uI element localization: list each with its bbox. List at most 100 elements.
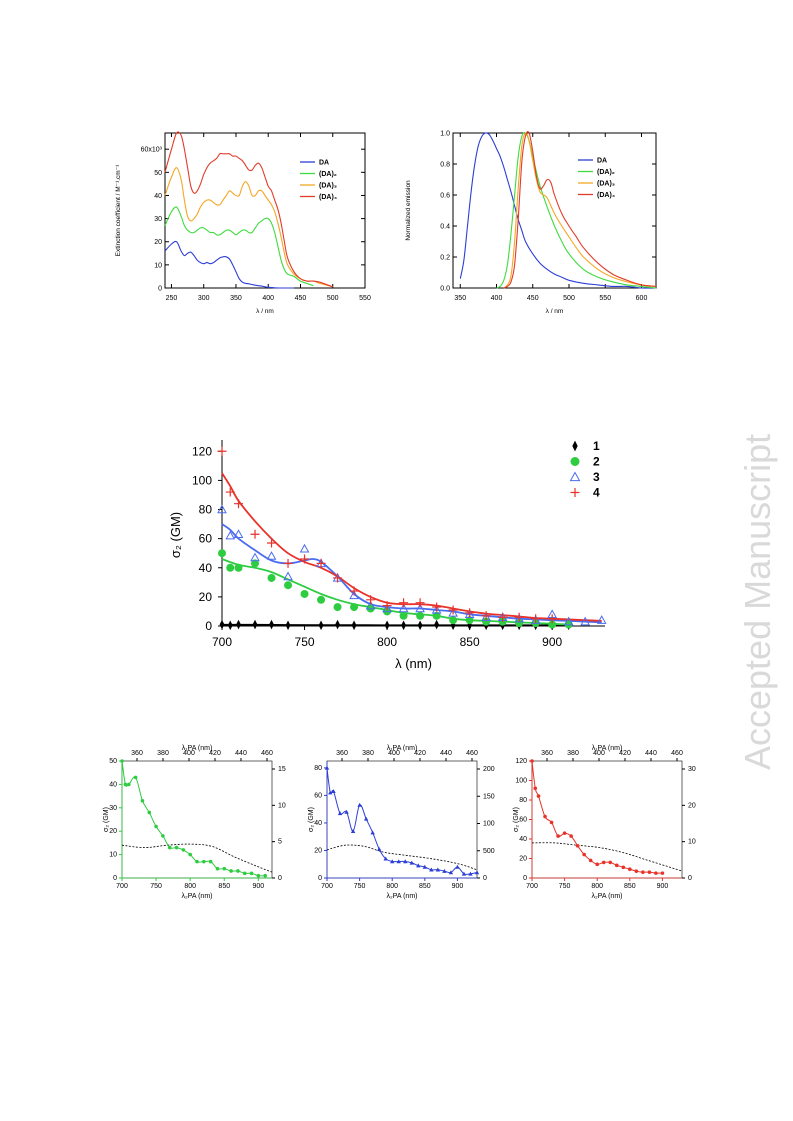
x-tick-label: 500 bbox=[327, 295, 339, 302]
x-axis-label: λ₂PA (nm) bbox=[182, 893, 213, 900]
y-tick-label: 40 bbox=[314, 820, 322, 827]
data-point-2 bbox=[317, 595, 326, 604]
data-point-2 bbox=[251, 559, 260, 568]
data-point-3 bbox=[563, 616, 574, 626]
data-point bbox=[448, 870, 454, 875]
data-point-1 bbox=[227, 620, 233, 631]
right-tick-label: 500 bbox=[483, 848, 495, 855]
data-point-3 bbox=[299, 543, 310, 553]
data-point-3 bbox=[580, 616, 591, 626]
tpa-chart: 700 750 800 850 900 0 20 40 60 80 100 120 λ (nm) σ₂ (… bbox=[168, 439, 607, 671]
data-point-2 bbox=[548, 620, 557, 629]
data-point bbox=[147, 810, 152, 815]
y-tick-label: 0 bbox=[205, 619, 212, 633]
right-tick-label: 200 bbox=[483, 766, 495, 773]
y-tick-label: 80 bbox=[199, 503, 213, 517]
y-axis-label: Extinction coefficient / M⁻¹.cm⁻¹ bbox=[115, 164, 122, 256]
data-point-2 bbox=[333, 603, 342, 612]
data-point bbox=[242, 871, 247, 876]
data-point-3 bbox=[415, 603, 425, 613]
x-tick-label: 700 bbox=[321, 883, 333, 890]
data-point bbox=[409, 860, 414, 865]
top-tick-label: 360 bbox=[131, 750, 143, 757]
top-tick-label: 420 bbox=[209, 750, 221, 757]
x-tick-label: 750 bbox=[354, 883, 366, 890]
right-tick-label: 0 bbox=[688, 875, 692, 882]
data-point bbox=[376, 846, 382, 851]
right-tick-label: 150 bbox=[483, 793, 495, 800]
data-point bbox=[120, 759, 124, 763]
data-point-4 bbox=[366, 595, 376, 605]
data-point bbox=[549, 820, 554, 825]
top-tick-label: 420 bbox=[414, 750, 426, 757]
y-axis-label: σ₂ (GM) bbox=[513, 807, 520, 832]
data-point-3 bbox=[250, 552, 260, 562]
legend-label: 1 bbox=[593, 439, 600, 453]
data-point bbox=[474, 870, 480, 875]
x-tick-label: 600 bbox=[636, 295, 648, 302]
top-tick-label: 400 bbox=[388, 750, 400, 757]
y-tick-label: 20 bbox=[199, 590, 213, 604]
data-point bbox=[533, 786, 538, 791]
data-point-3 bbox=[382, 603, 392, 613]
data-point bbox=[195, 859, 199, 864]
data-point bbox=[442, 868, 447, 873]
top-tick-label: 400 bbox=[593, 750, 605, 757]
x-axis-label: λ / nm bbox=[546, 308, 564, 315]
data-point bbox=[429, 867, 434, 872]
data-point bbox=[236, 869, 240, 873]
data-point-4 bbox=[531, 614, 541, 624]
data-point bbox=[461, 871, 467, 876]
data-point-1 bbox=[252, 619, 258, 630]
x-tick-label: 800 bbox=[184, 883, 196, 890]
y-tick-label: 80 bbox=[519, 797, 527, 804]
data-point-4 bbox=[465, 608, 475, 618]
data-point-2 bbox=[300, 589, 309, 598]
data-point bbox=[641, 870, 645, 874]
legend-label: 4 bbox=[593, 486, 600, 500]
plot-frame bbox=[164, 132, 366, 289]
x-tick-label: 750 bbox=[295, 635, 315, 649]
y-tick-label: 20 bbox=[154, 239, 162, 246]
data-point bbox=[133, 775, 138, 780]
y-axis-label: σ₂ (GM) bbox=[103, 807, 110, 832]
y-tick-label: 50 bbox=[109, 758, 117, 765]
y-tick-label: 0.8 bbox=[440, 162, 450, 169]
data-point bbox=[614, 863, 619, 868]
data-point bbox=[202, 859, 206, 864]
legend-label: 3 bbox=[593, 470, 600, 484]
top-tick-label: 360 bbox=[336, 750, 348, 757]
data-point-3 bbox=[233, 529, 244, 538]
x-tick-label: 550 bbox=[599, 295, 611, 302]
data-point bbox=[188, 852, 192, 857]
y-tick-label: 40 bbox=[199, 561, 213, 575]
data-point-3 bbox=[398, 603, 409, 613]
data-point-2 bbox=[482, 617, 491, 626]
data-point bbox=[647, 870, 652, 874]
data-point-4 bbox=[547, 614, 557, 624]
data-point-2 bbox=[218, 549, 226, 558]
data-point bbox=[422, 864, 428, 869]
plot-frame bbox=[326, 760, 478, 879]
y-tick-label: 60 bbox=[199, 532, 213, 546]
x-tick-label: 750 bbox=[150, 883, 162, 890]
y-tick-label: 30 bbox=[154, 216, 162, 223]
top-tick-label: 440 bbox=[235, 750, 247, 757]
data-point-4 bbox=[217, 446, 227, 456]
right-tick-label: 10 bbox=[688, 839, 696, 846]
data-point-2 bbox=[449, 616, 458, 625]
data-point bbox=[331, 789, 336, 794]
y-tick-label: 10 bbox=[109, 852, 117, 859]
data-point bbox=[536, 794, 541, 798]
plot-frame bbox=[452, 132, 657, 289]
x-tick-label: 900 bbox=[452, 883, 464, 890]
fit-line bbox=[121, 760, 266, 877]
y-tick-label: 20 bbox=[109, 828, 117, 835]
watermark: Accepted Manuscript bbox=[712, 322, 792, 774]
data-point-2 bbox=[234, 563, 243, 572]
data-point bbox=[249, 871, 254, 876]
data-point bbox=[140, 798, 145, 803]
y-tick-label: 0 bbox=[318, 875, 322, 882]
x-axis-label: λ / nm bbox=[256, 308, 274, 315]
